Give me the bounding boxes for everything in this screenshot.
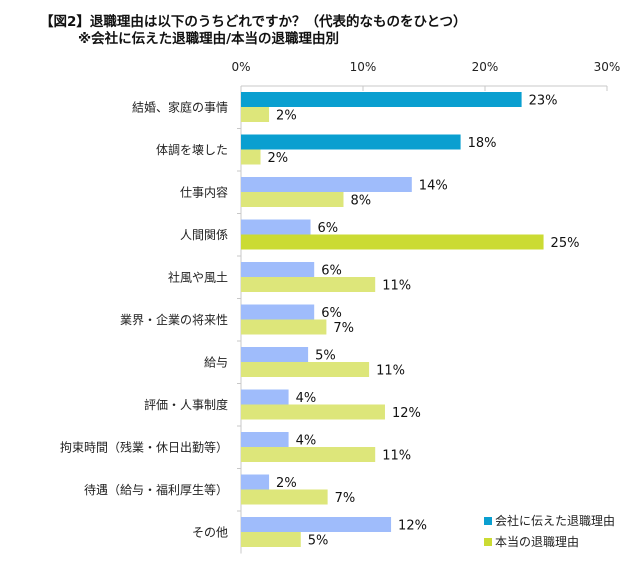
bar-stated xyxy=(241,474,270,490)
data-label: 25% xyxy=(551,236,580,251)
category-label: 社風や風土 xyxy=(168,269,228,284)
bar-stated xyxy=(241,262,315,277)
bar-stated xyxy=(241,92,522,107)
category-label: 結婚、家庭の事情 xyxy=(132,99,228,114)
legend-swatch-real xyxy=(484,537,492,546)
legend-swatch-stated xyxy=(484,516,492,525)
bar-real xyxy=(241,192,344,207)
data-label: 6% xyxy=(321,306,342,321)
category-label: その他 xyxy=(192,525,228,539)
bar-stated xyxy=(241,432,289,447)
bar-real xyxy=(241,277,376,292)
data-label: 6% xyxy=(321,264,342,279)
category-label: 人間関係 xyxy=(180,228,228,242)
data-label: 14% xyxy=(419,179,448,194)
data-label: 2% xyxy=(276,109,297,124)
bar-stated xyxy=(241,304,315,320)
data-label: 4% xyxy=(296,434,317,449)
data-label: 2% xyxy=(268,151,289,166)
bar-real xyxy=(241,489,328,505)
data-label: 11% xyxy=(382,449,411,464)
bar-stated xyxy=(241,389,289,405)
bar-real xyxy=(241,404,385,420)
data-label: 5% xyxy=(315,349,336,364)
data-label: 12% xyxy=(392,406,421,421)
data-label: 7% xyxy=(333,321,354,336)
category-label: 拘束時間（残業・休日出勤等） xyxy=(60,440,228,454)
category-label: 仕事内容 xyxy=(180,184,228,199)
legend-item-stated: 会社に伝えた退職理由 xyxy=(484,512,615,529)
data-label: 11% xyxy=(382,279,411,294)
data-label: 4% xyxy=(296,391,317,406)
legend-item-real: 本当の退職理由 xyxy=(484,533,579,550)
category-label: 待遇（給与・福利厚生等） xyxy=(84,482,228,497)
data-label: 12% xyxy=(398,519,427,534)
data-label: 2% xyxy=(276,476,297,491)
bar-stated xyxy=(241,219,311,235)
data-label: 5% xyxy=(308,534,329,549)
legend-label-stated: 会社に伝えた退職理由 xyxy=(495,514,616,528)
bar-stated xyxy=(241,347,309,362)
data-label: 18% xyxy=(468,136,497,151)
bar-real xyxy=(241,107,270,122)
data-label: 8% xyxy=(350,194,371,209)
x-tick-label: 0% xyxy=(231,60,250,74)
chart-title: 【図2】退職理由は以下のうちどれですか？（代表的なものをひとつ） xyxy=(40,14,467,30)
bar-real xyxy=(241,532,301,547)
category-label: 評価・人事制度 xyxy=(144,397,228,412)
x-tick-label: 20% xyxy=(472,60,499,74)
bar-real xyxy=(241,234,544,250)
x-tick-label: 10% xyxy=(350,60,377,74)
bar-stated xyxy=(241,134,461,150)
data-label: 11% xyxy=(376,364,405,379)
bar-real xyxy=(241,447,376,462)
data-label: 7% xyxy=(335,491,356,506)
bar-real xyxy=(241,362,370,377)
legend-label-real: 本当の退職理由 xyxy=(495,535,580,549)
x-tick-label: 30% xyxy=(594,60,621,74)
bar-real xyxy=(241,149,261,165)
category-label: 体調を壊した xyxy=(156,143,228,157)
data-label: 23% xyxy=(529,94,558,109)
category-label: 給与 xyxy=(204,355,228,369)
bar-stated xyxy=(241,177,412,192)
bar-real xyxy=(241,319,327,335)
bar-stated xyxy=(241,517,392,532)
data-label: 6% xyxy=(318,221,339,236)
chart-subtitle: ※会社に伝えた退職理由/本当の退職理由別 xyxy=(78,31,340,47)
category-label: 業界・企業の将来性 xyxy=(120,312,228,327)
